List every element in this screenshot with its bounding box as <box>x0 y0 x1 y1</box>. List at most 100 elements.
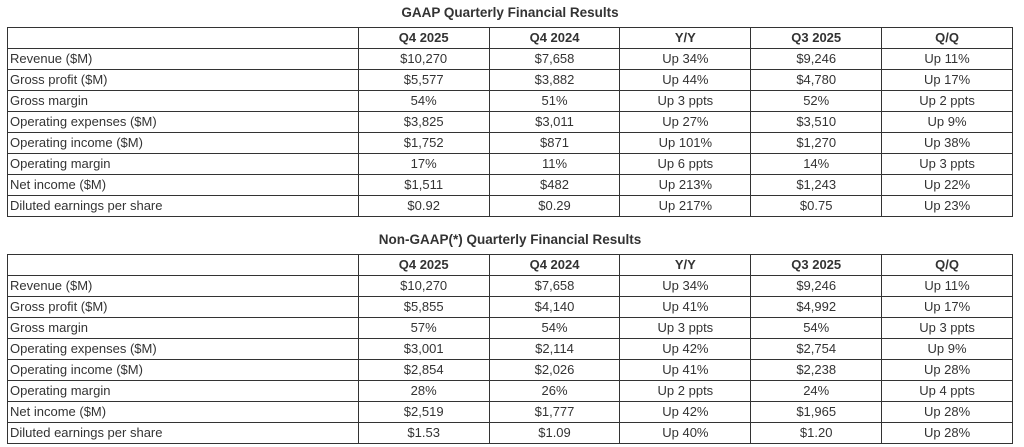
value-cell: 54% <box>750 317 883 339</box>
value-cell: Up 11% <box>881 48 1013 70</box>
non-gaap-table-title: Non-GAAP(*) Quarterly Financial Results <box>378 232 642 247</box>
value-cell: Up 28% <box>881 401 1013 423</box>
value-cell: 14% <box>750 153 883 175</box>
value-cell: 51% <box>488 90 621 112</box>
value-cell: $9,246 <box>750 275 883 297</box>
value-cell: $1,965 <box>750 401 883 423</box>
value-cell: 24% <box>750 380 883 402</box>
value-cell: Up 3 ppts <box>881 153 1013 175</box>
row-label: Gross margin <box>7 90 359 112</box>
column-header: Q4 2025 <box>357 27 490 49</box>
value-cell: Up 9% <box>881 111 1013 133</box>
value-cell: $2,519 <box>357 401 490 423</box>
table-row: Operating margin 28% 26% Up 2 ppts 24% Up 4 p… <box>7 380 1013 402</box>
value-cell: Up 28% <box>881 422 1013 444</box>
value-cell: Up 4 ppts <box>881 380 1013 402</box>
header-row: Q4 2025 Q4 2024 Y/Y Q3 2025 Q/Q <box>7 27 1013 49</box>
value-cell: Up 3 ppts <box>619 90 752 112</box>
value-cell: $0.92 <box>357 195 490 217</box>
value-cell: Up 17% <box>881 69 1013 91</box>
value-cell: Up 23% <box>881 195 1013 217</box>
value-cell: $1,777 <box>488 401 621 423</box>
row-label: Revenue ($M) <box>7 48 359 70</box>
value-cell: Up 27% <box>619 111 752 133</box>
gaap-table-title: GAAP Quarterly Financial Results <box>401 5 619 20</box>
table-row: Revenue ($M) $10,270 $7,658 Up 34% $9,246 Up … <box>7 48 1013 70</box>
value-cell: $4,140 <box>488 296 621 318</box>
row-label: Net income ($M) <box>7 401 359 423</box>
non-gaap-results-table: Q4 2025 Q4 2024 Y/Y Q3 2025 Q/Q Revenue ($M) $… <box>7 254 1013 444</box>
value-cell: $9,246 <box>750 48 883 70</box>
value-cell: $3,882 <box>488 69 621 91</box>
value-cell: $2,854 <box>357 359 490 381</box>
value-cell: 28% <box>357 380 490 402</box>
column-header: Q/Q <box>881 254 1013 276</box>
value-cell: Up 28% <box>881 359 1013 381</box>
table-row: Operating income ($M) $2,854 $2,026 Up 41% $… <box>7 359 1013 381</box>
column-header: Q3 2025 <box>750 27 883 49</box>
table-row: Gross profit ($M) $5,855 $4,140 Up 41% $4,99… <box>7 296 1013 318</box>
column-header: Q4 2025 <box>357 254 490 276</box>
value-cell: Up 11% <box>881 275 1013 297</box>
value-cell: Up 34% <box>619 48 752 70</box>
value-cell: $7,658 <box>488 48 621 70</box>
value-cell: $1,270 <box>750 132 883 154</box>
row-label: Operating expenses ($M) <box>7 338 359 360</box>
value-cell: 17% <box>357 153 490 175</box>
value-cell: Up 41% <box>619 359 752 381</box>
value-cell: $1,752 <box>357 132 490 154</box>
column-header: Q/Q <box>881 27 1013 49</box>
row-label: Diluted earnings per share <box>7 195 359 217</box>
table-row: Net income ($M) $1,511 $482 Up 213% $1,243 Up… <box>7 174 1013 196</box>
table-row: Gross margin 54% 51% Up 3 ppts 52% Up 2 ppts <box>7 90 1013 112</box>
row-label: Gross margin <box>7 317 359 339</box>
value-cell: $2,754 <box>750 338 883 360</box>
non-gaap-results-section: Non-GAAP(*) Quarterly Financial Results … <box>7 232 1013 444</box>
value-cell: $5,577 <box>357 69 490 91</box>
value-cell: $10,270 <box>357 275 490 297</box>
row-label: Operating income ($M) <box>7 359 359 381</box>
gaap-results-section: GAAP Quarterly Financial Results Q4 2025… <box>7 5 1013 217</box>
value-cell: $3,001 <box>357 338 490 360</box>
value-cell: $871 <box>488 132 621 154</box>
column-header <box>7 27 359 49</box>
value-cell: Up 2 ppts <box>881 90 1013 112</box>
row-label: Gross profit ($M) <box>7 296 359 318</box>
table-row: Revenue ($M) $10,270 $7,658 Up 34% $9,246 Up … <box>7 275 1013 297</box>
value-cell: $1.53 <box>357 422 490 444</box>
value-cell: $10,270 <box>357 48 490 70</box>
table-row: Gross profit ($M) $5,577 $3,882 Up 44% $4,78… <box>7 69 1013 91</box>
row-label: Operating margin <box>7 380 359 402</box>
value-cell: Up 3 ppts <box>881 317 1013 339</box>
column-header: Q3 2025 <box>750 254 883 276</box>
value-cell: Up 3 ppts <box>619 317 752 339</box>
value-cell: Up 17% <box>881 296 1013 318</box>
row-label: Diluted earnings per share <box>7 422 359 444</box>
value-cell: 52% <box>750 90 883 112</box>
value-cell: $4,992 <box>750 296 883 318</box>
value-cell: $7,658 <box>488 275 621 297</box>
value-cell: $1.09 <box>488 422 621 444</box>
value-cell: Up 44% <box>619 69 752 91</box>
value-cell: 11% <box>488 153 621 175</box>
value-cell: $2,026 <box>488 359 621 381</box>
value-cell: Up 42% <box>619 401 752 423</box>
row-label: Revenue ($M) <box>7 275 359 297</box>
value-cell: Up 38% <box>881 132 1013 154</box>
value-cell: 54% <box>488 317 621 339</box>
table-row: Gross margin 57% 54% Up 3 ppts 54% Up 3 ppts <box>7 317 1013 339</box>
value-cell: Up 42% <box>619 338 752 360</box>
value-cell: Up 213% <box>619 174 752 196</box>
value-cell: $482 <box>488 174 621 196</box>
row-label: Gross profit ($M) <box>7 69 359 91</box>
value-cell: $4,780 <box>750 69 883 91</box>
table-row: Diluted earnings per share $1.53 $1.09 Up 4… <box>7 422 1013 444</box>
value-cell: $1,243 <box>750 174 883 196</box>
value-cell: 54% <box>357 90 490 112</box>
row-label: Operating margin <box>7 153 359 175</box>
value-cell: $0.75 <box>750 195 883 217</box>
value-cell: $5,855 <box>357 296 490 318</box>
value-cell: $3,011 <box>488 111 621 133</box>
column-header <box>7 254 359 276</box>
table-row: Net income ($M) $2,519 $1,777 Up 42% $1,965 U… <box>7 401 1013 423</box>
